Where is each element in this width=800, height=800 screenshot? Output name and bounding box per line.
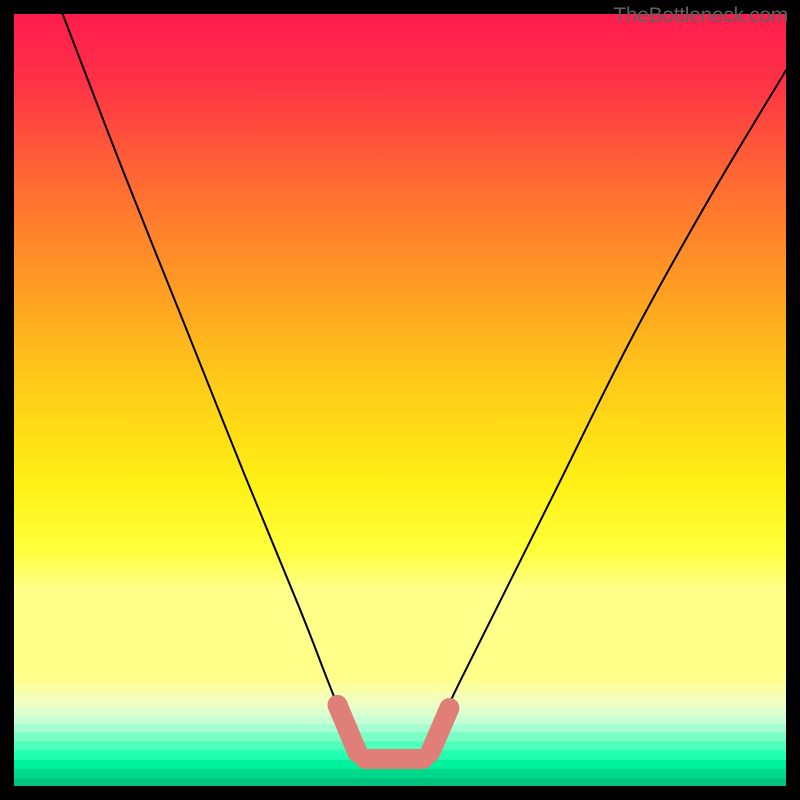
plot-area xyxy=(14,14,786,786)
bottom-segment-2 xyxy=(430,708,449,753)
bottom-segment-0 xyxy=(337,705,357,753)
chart-frame: TheBottleneck.com xyxy=(0,0,800,800)
curve-left-branch xyxy=(63,14,344,721)
curve-right-branch xyxy=(442,70,786,718)
watermark-text: TheBottleneck.com xyxy=(613,4,788,28)
bottleneck-curve xyxy=(14,14,786,786)
